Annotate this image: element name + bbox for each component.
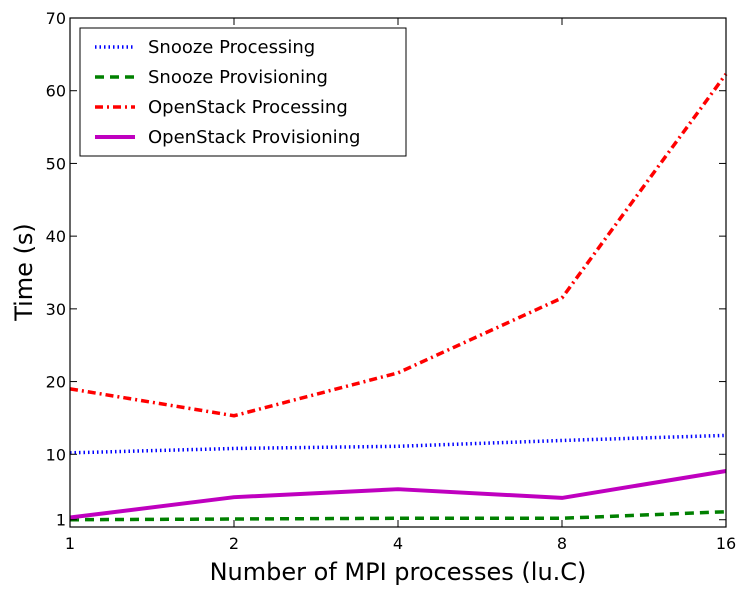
x-tick-label: 8 [557,534,567,553]
series-line-openstack-processing [69,72,728,418]
x-tick-label: 1 [65,534,75,553]
y-tick-label: 10 [46,445,66,464]
x-tick-label: 16 [716,534,736,553]
series-line-snooze-provisioning [69,509,727,522]
y-tick-label: 20 [46,373,66,392]
legend-label: OpenStack Processing [148,97,348,118]
y-tick-label: 30 [46,300,66,319]
x-axis-label: Number of MPI processes (lu.C) [210,558,587,586]
x-tick-label: 2 [229,534,239,553]
y-tick-label: 70 [46,9,66,28]
y-tick-label: 60 [46,82,66,101]
y-axis-label: Time (s) [10,223,38,322]
legend: Snooze Processing Snooze Provisioning Open… [79,27,407,157]
x-tick-label: 4 [393,534,403,553]
plot-frame [69,17,727,528]
legend-box [79,27,407,157]
series-line-snooze-processing [69,433,727,455]
legend-label: Snooze Provisioning [148,67,328,88]
series-line-openstack-provisioning [69,469,727,520]
y-tick-label: 40 [46,227,66,246]
legend-label: OpenStack Provisioning [148,127,360,148]
y-tick-label: 1 [56,511,66,530]
legend-label: Snooze Processing [148,37,315,58]
y-tick-label: 50 [46,154,66,173]
